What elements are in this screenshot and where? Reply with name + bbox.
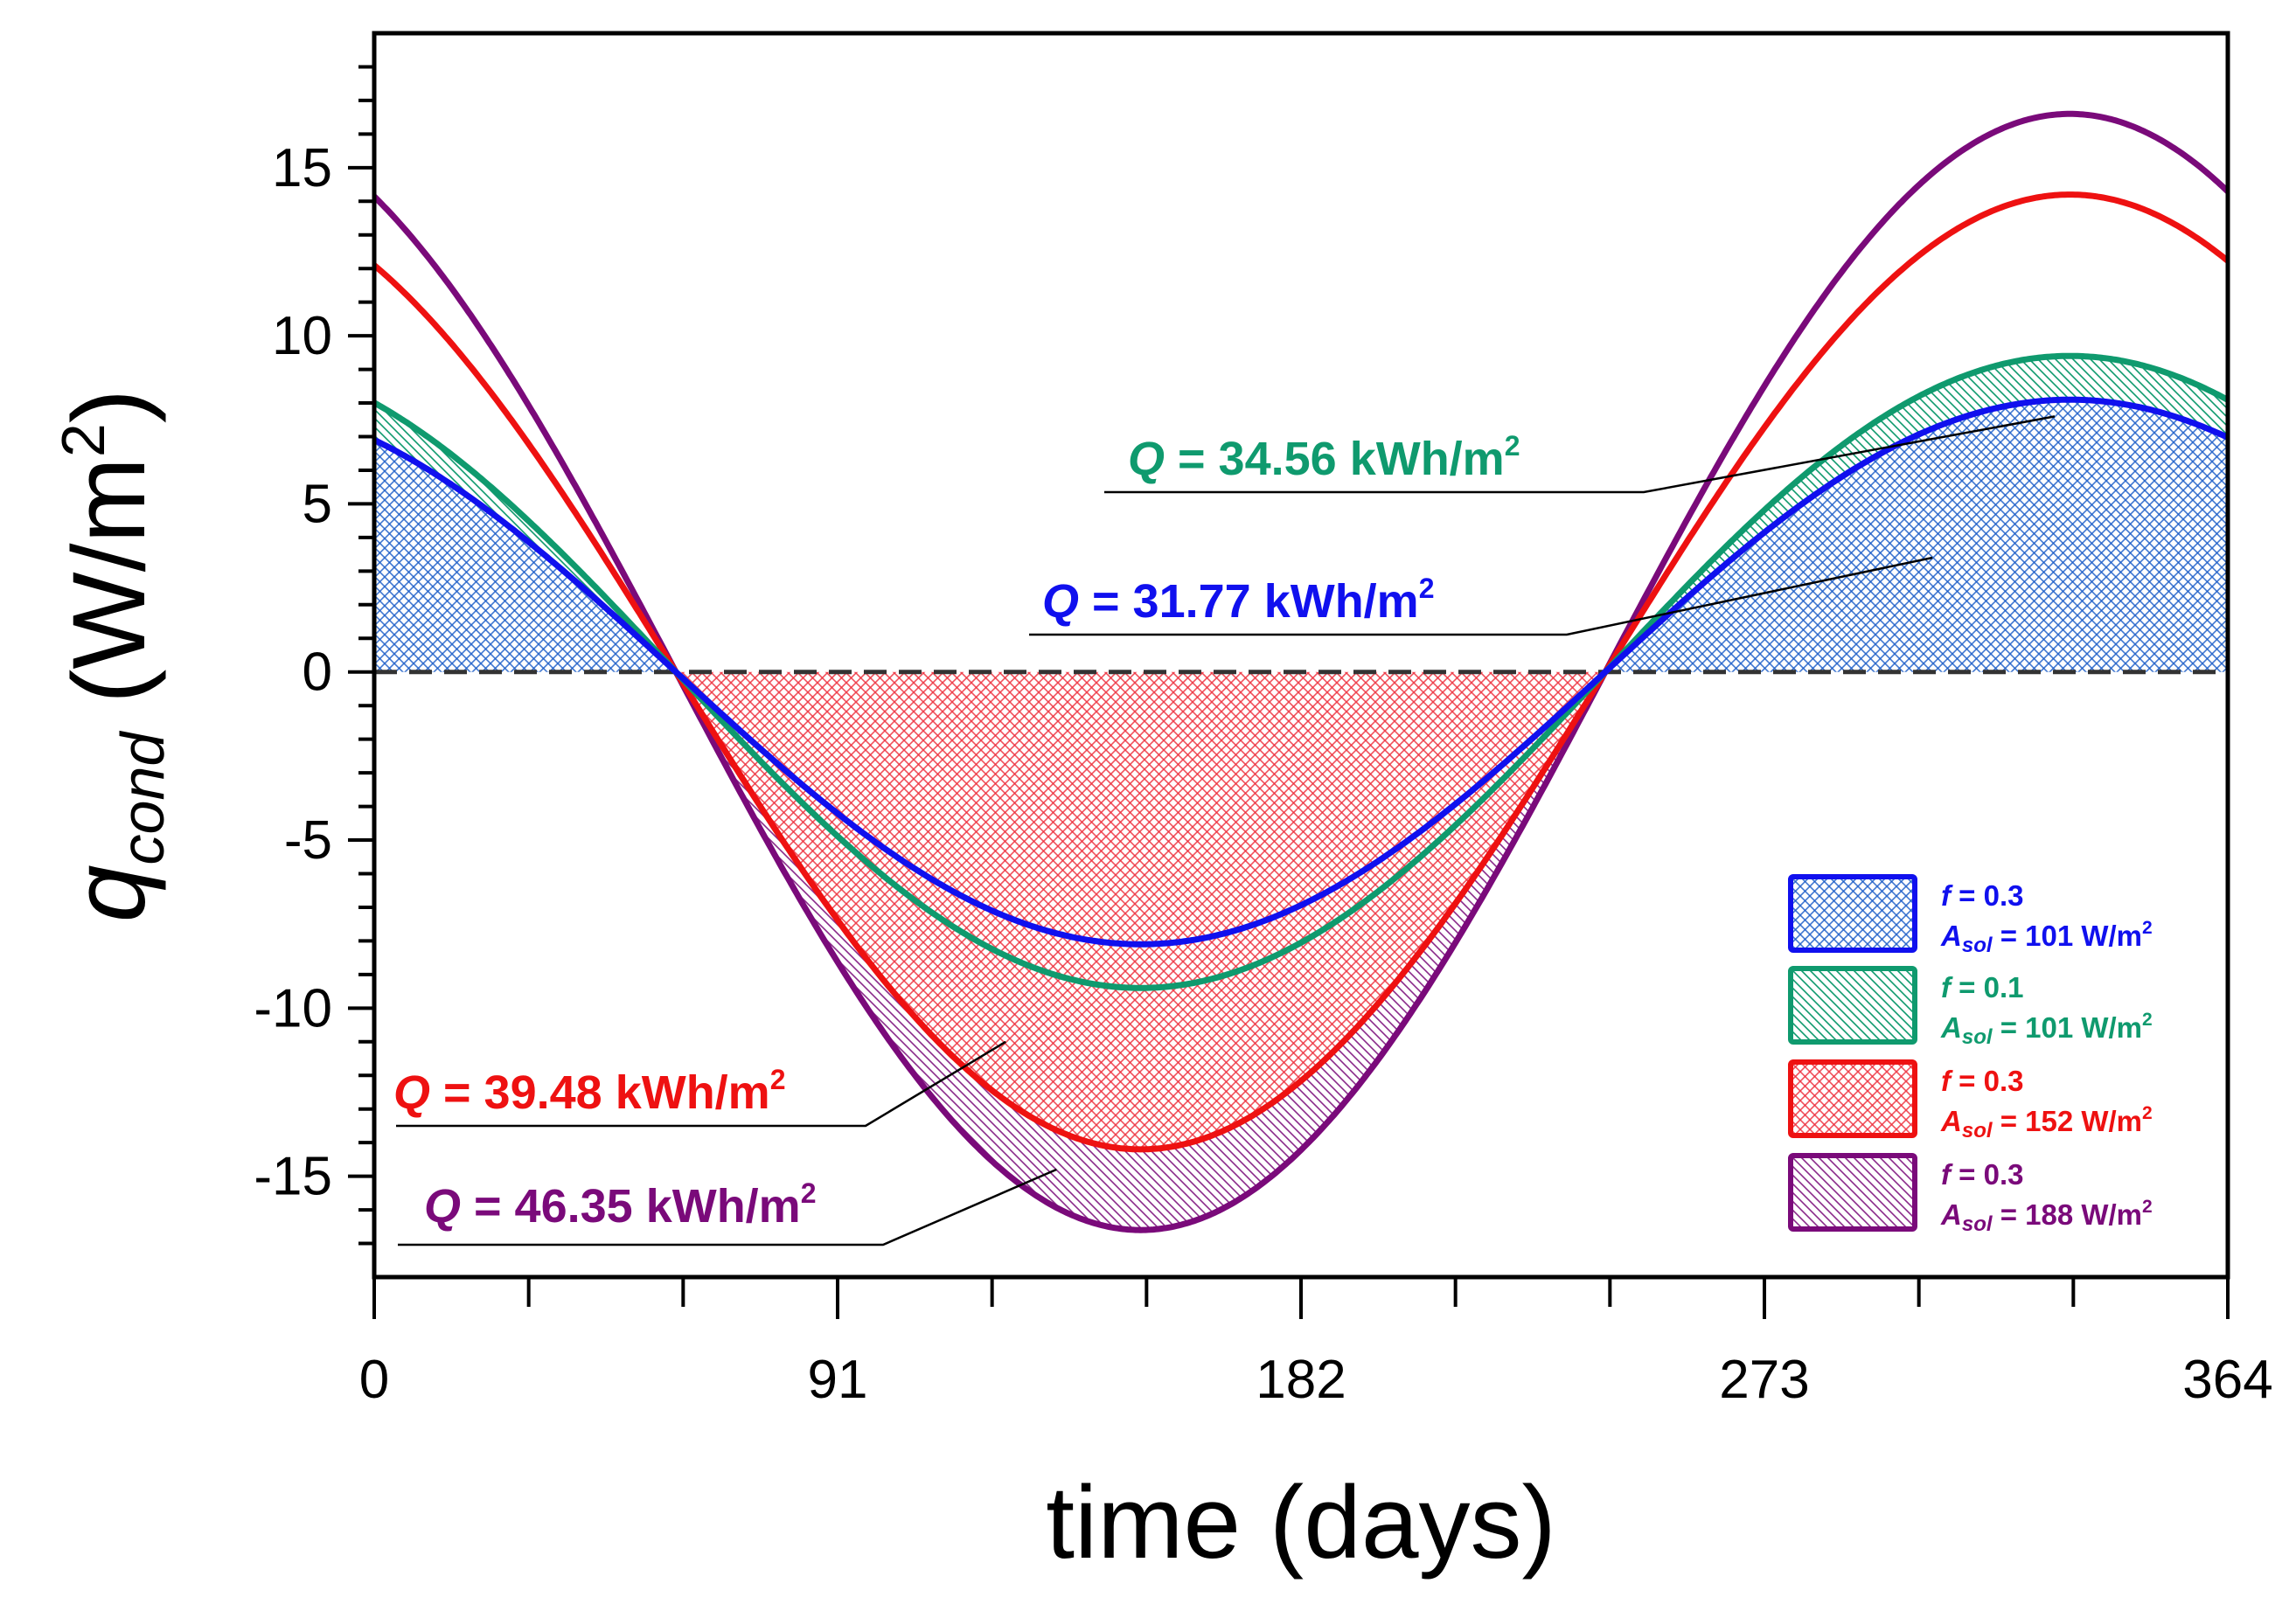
annotation-q-purple: Q: [424, 1180, 461, 1233]
annotation-q-red: Q: [393, 1066, 430, 1119]
legend-swatch-purple: [1788, 1153, 1917, 1232]
legend-a-value-purple: = 188 W/m: [1993, 1198, 2143, 1231]
annotation-label-red: Q = 39.48 kWh/m2: [393, 1064, 786, 1119]
y-tick-label: -15: [254, 1147, 332, 1207]
annotation-purple: Q = 46.35 kWh/m2: [398, 1168, 1057, 1246]
x-tick-label: 182: [1256, 1350, 1346, 1410]
annotation-value-blue: = 31.77 kWh/m: [1079, 575, 1419, 628]
annotation-green: Q = 34.56 kWh/m2: [1104, 415, 2056, 494]
y-tick-label: -10: [254, 978, 332, 1038]
legend-a-sup-green: 2: [2142, 1010, 2153, 1030]
legend-a-value-green: = 101 W/m: [1993, 1011, 2143, 1044]
annotation-sup-blue: 2: [1419, 573, 1435, 604]
leader-line-red: [396, 1040, 1006, 1128]
y-axis-title-close: ): [52, 389, 167, 423]
annotation-q-green: Q: [1128, 433, 1165, 485]
y-tick-label: 5: [303, 474, 332, 534]
legend-f-symbol-green: f: [1941, 971, 1953, 1003]
legend-a-sup-red: 2: [2142, 1103, 2153, 1123]
legend-a-sup-blue: 2: [2142, 918, 2153, 938]
annotation-value-green: = 34.56 kWh/m: [1165, 433, 1505, 485]
legend: f = 0.3 Asol = 101 W/m2 f = 0.1 Asol = 1…: [1788, 874, 2153, 1236]
fill-area-blue-positive: [374, 399, 2228, 672]
y-axis-title-sub: cond: [108, 731, 177, 865]
y-axis-title-sup: 2: [49, 423, 117, 457]
leader-line-green: [1104, 415, 2056, 494]
legend-f-value-green: = 0.1: [1951, 971, 2023, 1003]
x-tick-label: 0: [359, 1350, 389, 1410]
legend-a-red: Asol = 152 W/m2: [1940, 1103, 2153, 1142]
annotation-sup-purple: 2: [801, 1177, 817, 1209]
x-axis-title: time (days): [1046, 1465, 1556, 1580]
series-line-blue: [372, 396, 2230, 948]
legend-a-sup-purple: 2: [2142, 1197, 2153, 1217]
annotation-red: Q = 39.48 kWh/m2: [393, 1040, 1006, 1128]
legend-entry-purple: f = 0.3 Asol = 188 W/m2: [1788, 1153, 2153, 1236]
legend-swatch-blue: [1788, 874, 1917, 953]
annotation-value-red: = 39.48 kWh/m: [430, 1066, 770, 1119]
annotation-value-purple: = 46.35 kWh/m: [461, 1180, 801, 1233]
legend-entry-green: f = 0.1 Asol = 101 W/m2: [1788, 966, 2153, 1049]
y-tick-label: 10: [272, 306, 332, 366]
legend-a-sub-blue: sol: [1962, 934, 1993, 957]
legend-a-symbol-purple: A: [1940, 1198, 1962, 1231]
legend-entry-red: f = 0.3 Asol = 152 W/m2: [1788, 1059, 2153, 1142]
legend-f-blue: f = 0.3: [1941, 879, 2023, 912]
legend-f-symbol-red: f: [1941, 1065, 1953, 1097]
legend-a-symbol-red: A: [1940, 1105, 1962, 1137]
fill-area-green-band: [374, 356, 2228, 672]
fill-areas: [374, 356, 2228, 1231]
legend-a-value-red: = 152 W/m: [1993, 1105, 2143, 1137]
legend-f-value-blue: = 0.3: [1951, 879, 2023, 912]
legend-a-purple: Asol = 188 W/m2: [1940, 1197, 2153, 1236]
legend-f-purple: f = 0.3: [1941, 1158, 2023, 1191]
y-tick-label: 0: [303, 642, 332, 703]
legend-swatch-green: [1788, 966, 1917, 1045]
x-axis-ticks: 0 91 182 273 364: [359, 1277, 2273, 1410]
legend-a-sub-green: sol: [1962, 1025, 1993, 1049]
x-tick-label: 273: [1719, 1350, 1809, 1410]
annotation-q-blue: Q: [1042, 575, 1079, 628]
annotation-sup-red: 2: [770, 1064, 786, 1095]
fill-area-red-negative: [374, 671, 2228, 1149]
legend-swatch-red: [1788, 1059, 1917, 1138]
x-tick-label: 91: [808, 1350, 868, 1410]
fill-area-purple-band: [374, 671, 2228, 1231]
legend-a-symbol-green: A: [1940, 1011, 1962, 1044]
legend-f-symbol-purple: f: [1941, 1158, 1953, 1191]
legend-f-red: f = 0.3: [1941, 1065, 2023, 1097]
series-lines: [372, 110, 2230, 1233]
leader-line-purple: [398, 1168, 1057, 1246]
y-axis-title-q: q: [52, 865, 167, 922]
annotation-label-green: Q = 34.56 kWh/m2: [1128, 430, 1520, 485]
y-axis-title-unit: (W/m: [52, 457, 167, 733]
legend-f-symbol-blue: f: [1941, 879, 1953, 912]
annotation-blue: Q = 31.77 kWh/m2: [1029, 556, 1933, 636]
y-tick-label: -5: [284, 810, 332, 871]
annotation-sup-green: 2: [1505, 430, 1520, 462]
y-axis-ticks: -15 -10 -5 0 5 10 15: [254, 65, 374, 1246]
x-tick-label: 364: [2182, 1350, 2272, 1410]
y-axis-title: qcond (W/m2): [49, 389, 177, 922]
legend-a-symbol-blue: A: [1940, 920, 1962, 952]
y-tick-label: 15: [272, 138, 332, 198]
legend-entry-blue: f = 0.3 Asol = 101 W/m2: [1788, 874, 2153, 957]
legend-f-value-red: = 0.3: [1951, 1065, 2023, 1097]
legend-a-sub-red: sol: [1962, 1119, 1993, 1142]
legend-f-value-purple: = 0.3: [1951, 1158, 2023, 1191]
legend-a-value-blue: = 101 W/m: [1993, 920, 2143, 952]
legend-a-blue: Asol = 101 W/m2: [1940, 918, 2153, 957]
annotations: Q = 34.56 kWh/m2 Q = 31.77 kWh/m2 Q = 39…: [393, 415, 2056, 1246]
annotation-label-purple: Q = 46.35 kWh/m2: [424, 1177, 817, 1233]
leader-line-blue: [1029, 556, 1933, 636]
legend-a-sub-purple: sol: [1962, 1212, 1993, 1236]
annotation-label-blue: Q = 31.77 kWh/m2: [1042, 573, 1435, 628]
legend-a-green: Asol = 101 W/m2: [1940, 1010, 2153, 1049]
legend-f-green: f = 0.1: [1941, 971, 2023, 1003]
